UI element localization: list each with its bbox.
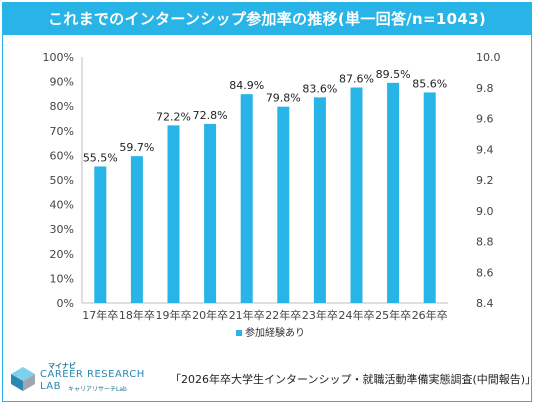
x-tick-label: 17年卒: [82, 308, 118, 322]
y-tick-label: 100%: [43, 51, 74, 64]
y-tick-label: 30%: [50, 223, 74, 236]
data-label: 83.6%: [302, 82, 337, 95]
bar: [387, 82, 400, 303]
x-tick-label: 23年卒: [302, 308, 338, 322]
bar: [423, 92, 436, 303]
bar: [167, 125, 180, 303]
logo-line1: CAREER RESEARCH: [40, 369, 145, 380]
x-tick-label: 18年卒: [119, 308, 155, 322]
bar: [313, 97, 326, 304]
source-note: 「2026年卒大学生インターンシップ・就職活動準備実態調査(中間報告)」: [170, 373, 536, 386]
x-tick-label: 25年卒: [375, 308, 411, 322]
y-tick-label: 20%: [50, 248, 74, 261]
legend-label: 参加経験あり: [245, 326, 305, 339]
bar: [350, 87, 363, 303]
x-tick-label: 21年卒: [229, 308, 265, 322]
logo-sub: キャリアリサーチLab: [68, 386, 127, 393]
data-label: 84.9%: [229, 79, 264, 92]
logo-line2: LAB: [40, 381, 62, 392]
y2-tick-label: 8.4: [476, 297, 494, 310]
data-label: 85.6%: [412, 77, 447, 90]
bar: [94, 166, 107, 303]
y2-tick-label: 9.2: [476, 174, 494, 187]
data-label: 72.8%: [193, 109, 228, 122]
x-tick-label: 22年卒: [265, 308, 301, 322]
logo-brand: マイナビ: [48, 362, 76, 370]
y-tick-label: 0%: [57, 297, 74, 310]
chart-title: これまでのインターンシップ参加率の推移(単一回答/n=1043): [2, 2, 532, 35]
logo: マイナビ CAREER RESEARCH LAB キャリアリサーチLab: [10, 360, 160, 400]
data-label: 87.6%: [339, 73, 374, 86]
bar: [277, 106, 290, 303]
bar: [204, 123, 217, 303]
y2-tick-label: 8.8: [476, 236, 494, 249]
y2-tick-label: 9.6: [476, 113, 494, 126]
y2-tick-label: 9.8: [476, 82, 494, 95]
y-tick-label: 10%: [50, 272, 74, 285]
x-tick-label: 19年卒: [156, 308, 192, 322]
logo-mark-icon: [11, 367, 35, 391]
y-tick-label: 60%: [50, 149, 74, 162]
y2-tick-label: 10.0: [476, 51, 501, 64]
y2-tick-label: 9.0: [476, 205, 494, 218]
data-label: 59.7%: [119, 141, 154, 154]
x-tick-label: 24年卒: [339, 308, 375, 322]
data-label: 79.8%: [266, 92, 301, 105]
bar: [240, 94, 253, 303]
data-label: 55.5%: [83, 151, 118, 164]
chart-frame: [2, 2, 532, 402]
y-tick-label: 90%: [50, 76, 74, 89]
x-tick-label: 26年卒: [412, 308, 448, 322]
y-tick-label: 70%: [50, 125, 74, 138]
y-tick-label: 80%: [50, 100, 74, 113]
bar: [130, 156, 143, 303]
data-label: 72.2%: [156, 110, 191, 123]
y2-tick-label: 8.6: [476, 266, 494, 279]
y2-tick-label: 9.4: [476, 143, 494, 156]
y-tick-label: 40%: [50, 199, 74, 212]
data-label: 89.5%: [376, 68, 411, 81]
y-tick-label: 50%: [50, 174, 74, 187]
legend-swatch: [236, 330, 242, 336]
x-tick-label: 20年卒: [192, 308, 228, 322]
